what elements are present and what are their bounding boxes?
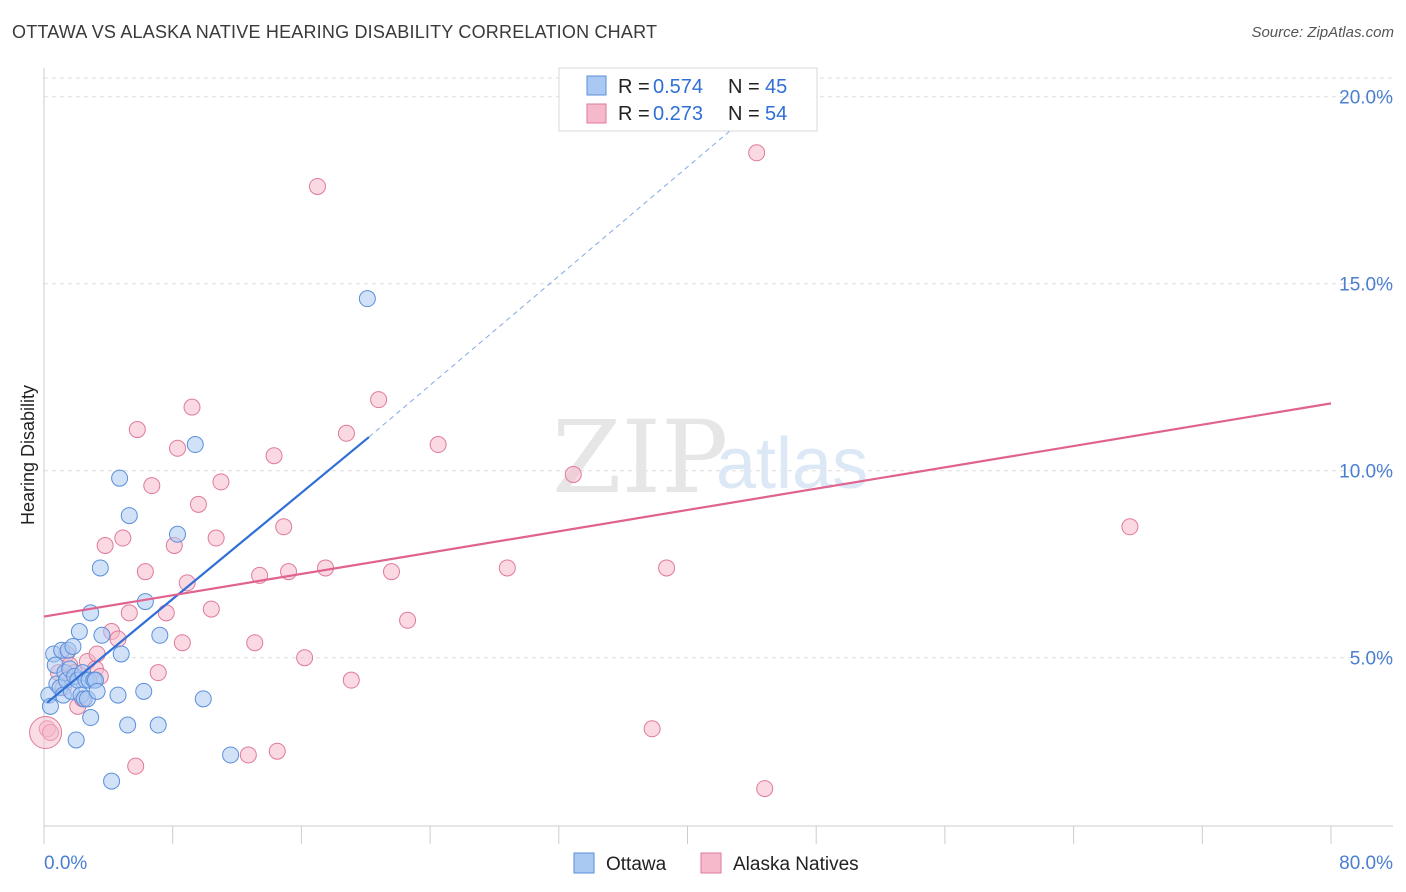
data-point — [151, 626, 169, 644]
data-point — [135, 682, 153, 700]
y-tick-labels: 5.0% 10.0% 15.0% 20.0% — [1339, 88, 1393, 670]
data-point — [265, 447, 283, 465]
data-point — [643, 720, 661, 738]
data-point — [136, 563, 154, 581]
data-point — [67, 731, 85, 749]
data-point — [399, 611, 417, 629]
legend-r-label-alaska: R = — [618, 103, 650, 125]
bottom-legend: Ottawa Alaska Natives — [573, 852, 859, 875]
legend-n-value-ottawa: 45 — [765, 76, 787, 98]
data-point — [70, 623, 88, 641]
data-point — [239, 746, 257, 764]
data-point — [88, 645, 106, 663]
data-point — [91, 559, 109, 577]
legend-n-label-alaska: N = — [728, 103, 760, 125]
data-point — [93, 626, 111, 644]
data-point — [296, 649, 314, 667]
data-point — [194, 690, 212, 708]
data-point — [120, 507, 138, 525]
data-point — [157, 604, 175, 622]
y-tick-label: 10.0% — [1339, 462, 1393, 483]
data-point — [143, 477, 161, 495]
x-tick-label-min: 0.0% — [44, 853, 87, 874]
data-point — [114, 529, 132, 547]
data-point — [41, 697, 59, 715]
data-point — [756, 780, 774, 798]
legend-swatch-ottawa — [586, 75, 607, 96]
data-point — [88, 682, 106, 700]
data-point — [183, 398, 201, 416]
data-point — [186, 436, 204, 454]
data-point — [127, 757, 145, 775]
y-tick-label: 15.0% — [1339, 275, 1393, 296]
y-axis-title: Hearing Disability — [18, 385, 38, 525]
bottom-legend-label-ottawa: Ottawa — [606, 854, 667, 875]
ottawa-trend-line — [46, 436, 370, 704]
data-point — [149, 664, 167, 682]
data-point — [268, 742, 286, 760]
data-point — [212, 473, 230, 491]
watermark-zip: ZIP — [552, 399, 728, 516]
data-point — [358, 290, 376, 308]
data-point — [169, 525, 187, 543]
data-point — [246, 634, 264, 652]
data-point — [207, 529, 225, 547]
data-point — [429, 436, 447, 454]
data-point — [337, 424, 355, 442]
legend-swatch-alaska — [586, 103, 607, 124]
data-point — [308, 177, 326, 195]
gridlines — [44, 77, 1393, 659]
source-label: Source: ZipAtlas.com — [1251, 24, 1394, 41]
data-point — [658, 559, 676, 577]
data-point — [382, 563, 400, 581]
data-point — [119, 716, 137, 734]
data-point — [370, 391, 388, 409]
data-point — [178, 574, 196, 592]
data-point — [748, 144, 766, 162]
data-point — [149, 716, 167, 734]
legend-r-value-alaska: 0.273 — [653, 103, 703, 125]
data-point — [64, 637, 82, 655]
watermark: ZIP atlas — [552, 399, 868, 516]
y-tick-label: 5.0% — [1350, 649, 1393, 670]
data-point — [498, 559, 516, 577]
data-point — [82, 709, 100, 727]
data-point — [173, 634, 191, 652]
data-point — [111, 469, 129, 487]
data-point — [103, 772, 121, 790]
trend-lines — [43, 118, 1332, 704]
chart-title: OTTAWA VS ALASKA NATIVE HEARING DISABILI… — [12, 22, 658, 42]
data-point — [112, 645, 130, 663]
bottom-legend-label-alaska: Alaska Natives — [733, 854, 859, 875]
data-point — [1121, 518, 1139, 536]
bottom-legend-swatch-alaska — [700, 852, 722, 874]
watermark-atlas: atlas — [716, 424, 868, 504]
data-point — [189, 495, 207, 513]
data-point — [169, 439, 187, 457]
legend: R = 0.574 N = 45 R = 0.273 N = 54 — [558, 67, 818, 132]
data-point — [202, 600, 220, 618]
y-tick-label: 20.0% — [1339, 88, 1393, 109]
data-point — [222, 746, 240, 764]
ottawa-trend-extension — [368, 118, 745, 438]
data-point — [120, 604, 138, 622]
legend-r-value-ottawa: 0.574 — [653, 76, 703, 98]
data-point — [96, 537, 114, 554]
data-point — [275, 518, 293, 536]
data-point — [29, 716, 63, 749]
ottawa-points — [40, 290, 376, 790]
alaska-trend-line — [43, 402, 1332, 618]
data-point — [564, 465, 582, 483]
data-point — [109, 686, 127, 704]
bottom-legend-swatch-ottawa — [573, 852, 595, 874]
x-tick-label-max: 80.0% — [1339, 853, 1393, 874]
data-point — [128, 421, 146, 439]
data-point — [342, 671, 360, 689]
legend-n-label-ottawa: N = — [728, 76, 760, 98]
legend-n-value-alaska: 54 — [765, 103, 787, 125]
legend-r-label-ottawa: R = — [618, 76, 650, 98]
